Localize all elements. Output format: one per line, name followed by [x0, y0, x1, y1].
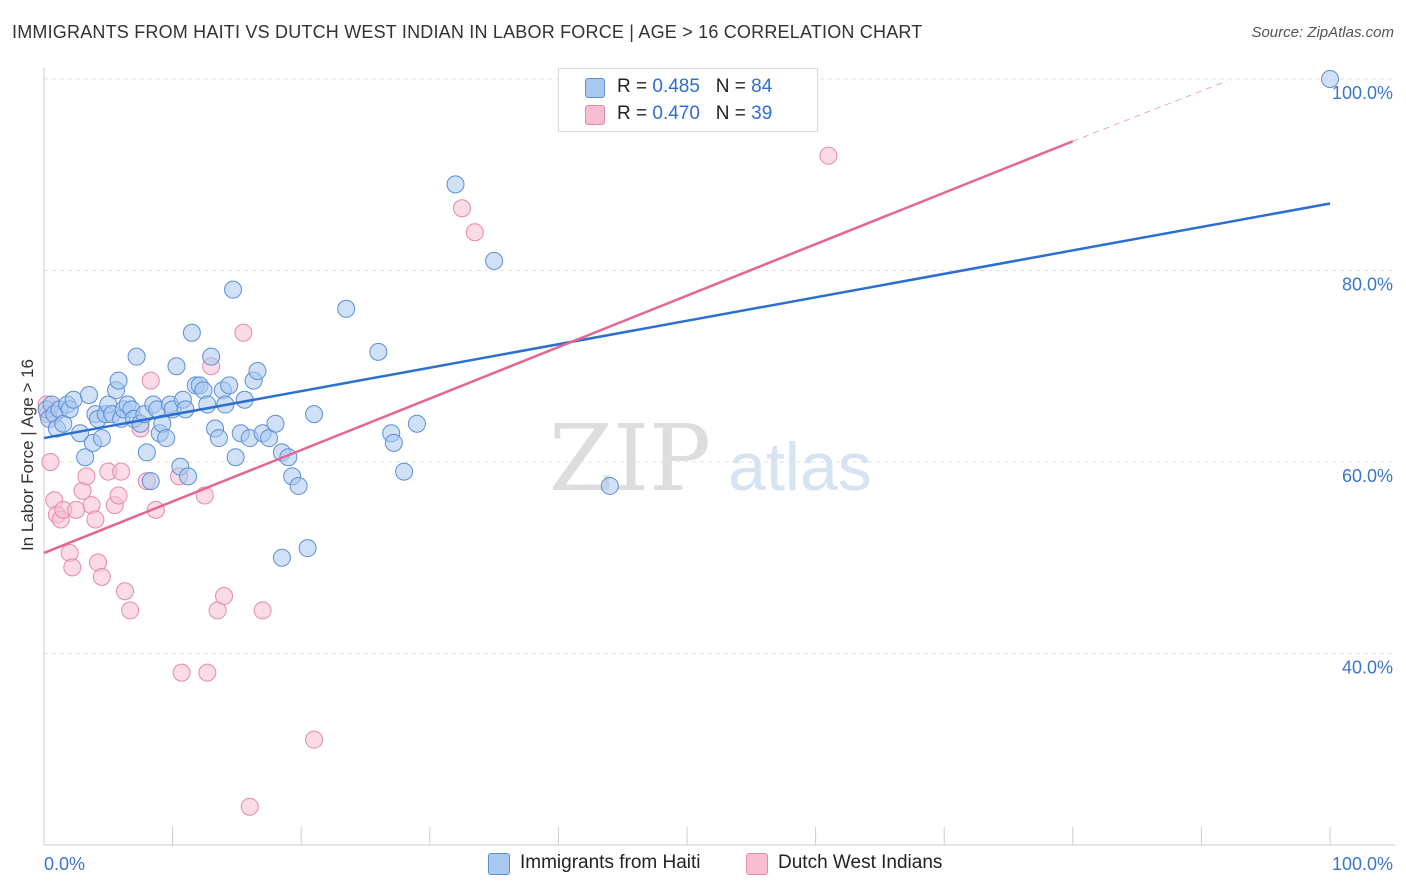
data-point-dutch: [77, 467, 96, 486]
data-point-dutch: [41, 453, 60, 471]
data-point-haiti: [76, 448, 95, 467]
data-point-dutch: [253, 601, 272, 620]
data-point-haiti: [384, 433, 403, 452]
data-point-haiti: [298, 539, 317, 558]
series-haiti: [37, 70, 1339, 567]
data-point-haiti: [272, 548, 291, 567]
data-point-haiti: [92, 429, 111, 448]
data-point-haiti: [337, 299, 356, 318]
y-axis-label: In Labor Force | Age > 16: [18, 359, 37, 551]
data-point-haiti: [224, 280, 243, 299]
trend-line-haiti: [43, 202, 1331, 440]
data-point-haiti: [109, 371, 128, 390]
data-point-haiti: [209, 429, 228, 448]
x-tick-label: 0.0%: [44, 854, 85, 874]
data-point-haiti: [248, 362, 267, 381]
data-point-haiti: [220, 376, 239, 395]
data-point-dutch: [109, 486, 128, 505]
data-point-haiti: [1321, 70, 1339, 88]
legend-r-value: 0.470: [652, 103, 700, 124]
data-point-dutch: [465, 223, 484, 242]
data-point-haiti: [179, 467, 198, 486]
data-point-dutch: [305, 730, 324, 749]
data-point-dutch: [92, 567, 111, 586]
data-point-dutch: [172, 663, 191, 682]
data-point-dutch: [116, 582, 135, 601]
watermark-zip: ZIP: [549, 405, 711, 512]
data-point-haiti: [127, 347, 146, 366]
data-point-haiti: [64, 390, 83, 409]
trend-line-dutch: [43, 140, 1074, 555]
tick-labels: 40.0% 60.0% 80.0% 100.0% 0.0% 100.0%: [44, 83, 1393, 874]
data-point-haiti: [446, 175, 465, 194]
correlation-legend: R = 0.485 N = 84 R = 0.470 N = 39: [558, 68, 818, 132]
data-point-haiti: [182, 323, 201, 342]
x-tick-label: 100.0%: [1332, 854, 1393, 874]
data-point-haiti: [395, 462, 414, 481]
data-point-dutch: [86, 510, 105, 529]
trend-lines: [43, 80, 1331, 555]
legend-r-label: R =: [617, 103, 648, 124]
data-point-haiti: [600, 476, 619, 495]
bottom-legend-swatch-blue: [488, 853, 510, 875]
data-point-dutch: [141, 371, 160, 390]
chart-title: IMMIGRANTS FROM HAITI VS DUTCH WEST INDI…: [12, 22, 923, 42]
legend-n-value: 84: [751, 76, 773, 97]
data-point-haiti: [137, 443, 156, 462]
data-point-haiti: [176, 400, 195, 419]
data-point-dutch: [67, 500, 86, 519]
legend-n-value: 39: [751, 103, 773, 124]
data-point-dutch: [240, 797, 259, 816]
source-label: Source: ZipAtlas.com: [1251, 24, 1394, 41]
legend-r-value: 0.485: [652, 76, 700, 97]
y-tick-label: 40.0%: [1342, 658, 1393, 678]
y-tick-label: 100.0%: [1332, 83, 1393, 103]
legend-n-label: N =: [715, 103, 746, 124]
data-point-haiti: [289, 476, 308, 495]
data-point-dutch: [234, 323, 253, 342]
data-point-haiti: [407, 414, 426, 433]
data-point-haiti: [157, 429, 176, 448]
data-point-haiti: [226, 448, 245, 467]
y-tick-label: 80.0%: [1342, 275, 1393, 295]
data-point-haiti: [369, 342, 388, 361]
legend-n-label: N =: [715, 76, 746, 97]
data-point-haiti: [202, 347, 221, 366]
data-point-dutch: [819, 146, 838, 165]
data-point-dutch: [63, 558, 82, 577]
gridlines: [44, 78, 1395, 654]
bottom-legend-label: Dutch West Indians: [778, 852, 943, 873]
legend-swatch-blue: [585, 78, 605, 98]
axes: [43, 68, 1395, 846]
bottom-legend-swatch-pink: [746, 853, 768, 875]
data-point-haiti: [266, 414, 285, 433]
data-point-haiti: [305, 405, 324, 424]
data-point-haiti: [167, 357, 186, 376]
data-point-dutch: [198, 663, 217, 682]
bottom-legend-label: Immigrants from Haiti: [520, 852, 701, 873]
data-point-dutch: [215, 587, 234, 606]
data-point-dutch: [112, 462, 131, 481]
data-point-dutch: [121, 601, 140, 620]
data-point-haiti: [141, 472, 160, 491]
watermark-atlas: atlas: [728, 429, 872, 505]
data-point-haiti: [485, 251, 504, 270]
trend-line-dutch-extension: [1072, 80, 1228, 142]
y-tick-label: 60.0%: [1342, 466, 1393, 486]
legend-r-label: R =: [617, 76, 648, 97]
legend-swatch-pink: [585, 105, 605, 125]
data-point-dutch: [452, 199, 471, 218]
watermark: ZIP atlas: [549, 405, 872, 512]
data-point-haiti: [80, 385, 99, 404]
